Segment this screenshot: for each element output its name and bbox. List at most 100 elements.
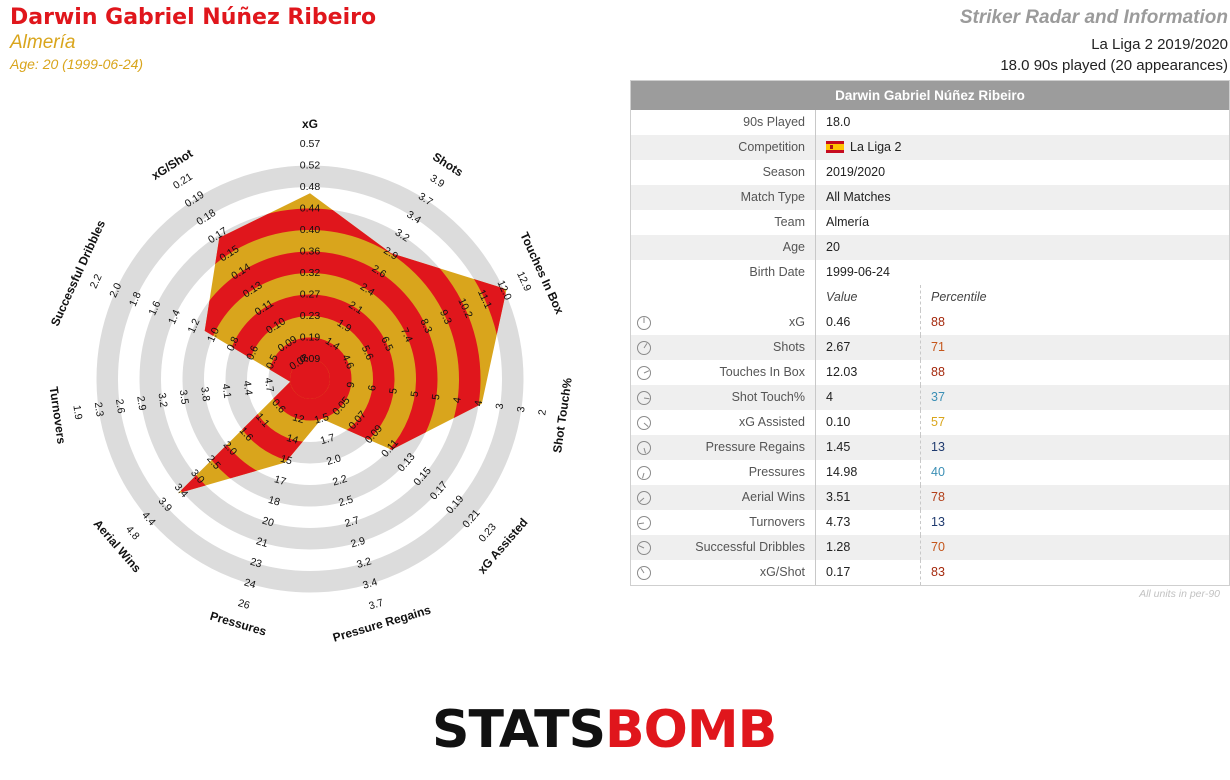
header-right: Striker Radar and Information La Liga 2 … [960, 6, 1228, 76]
gauge-icon [637, 365, 651, 380]
radar-tick-label: 4 [451, 396, 464, 404]
metric-row: Shots 2.67 71 [631, 335, 1229, 360]
radar-tick-label: 1.0 [205, 326, 222, 344]
metric-label: Turnovers [657, 510, 816, 535]
info-label: Age [657, 235, 816, 260]
metric-label: Touches In Box [657, 360, 816, 385]
metric-value: 3.51 [816, 485, 921, 510]
info-rows: 90s Played 18.0 Competition La Liga 2 Season… [631, 110, 1229, 285]
played-line: 18.0 90s played (20 appearances) [1000, 57, 1228, 74]
logo-part-bomb: BOMB [605, 700, 777, 760]
radar-tick-label: 0.8 [225, 335, 242, 353]
radar-tick-label: 15 [279, 453, 294, 468]
radar-tick-label: 2.3 [92, 401, 106, 417]
radar-tick-label: 0.27 [300, 289, 321, 301]
radar-tick-label: 4.4 [241, 380, 255, 396]
info-label: Competition [657, 135, 816, 160]
units-footnote: All units in per-90 [1139, 588, 1220, 600]
radar-tick-label: 0.6 [244, 344, 261, 362]
gauge-icon [637, 340, 651, 355]
radar-tick-label: 4.1 [219, 383, 233, 399]
radar-tick-label: 1.9 [70, 404, 84, 420]
league-season: La Liga 2 2019/2020 [1091, 36, 1228, 53]
metric-label: xG Assisted [657, 410, 816, 435]
radar-tick-label: 9 [345, 381, 358, 389]
metric-label: Pressures [657, 460, 816, 485]
metric-label: Pressure Regains [657, 435, 816, 460]
metric-value: 14.98 [816, 460, 921, 485]
gauge-icon [637, 565, 651, 580]
radar-tick-label: 1.7 [319, 432, 337, 448]
radar-tick-label: 0.57 [300, 138, 321, 150]
value-header: Value [816, 285, 921, 310]
radar-tick-label: 2.0 [107, 281, 124, 299]
radar-tick-label: 2.5 [337, 493, 355, 509]
metric-value: 4 [816, 385, 921, 410]
metric-value: 0.10 [816, 410, 921, 435]
gauge-icon [637, 440, 651, 455]
metric-value: 4.73 [816, 510, 921, 535]
radar-tick-label: 14 [285, 432, 300, 447]
radar-ring [96, 165, 524, 593]
age-line: Age: 20 (1999-06-24) [10, 56, 144, 72]
info-label: Match Type [657, 185, 816, 210]
metric-row: Aerial Wins 3.51 78 [631, 485, 1229, 510]
metric-label: xG/Shot [657, 560, 816, 585]
info-value: 20 [826, 240, 840, 254]
radar-tick-label: 2.7 [343, 514, 361, 530]
metric-rows: xG 0.46 88 Shots 2.67 71 Touches In Box 12.03 88… [631, 310, 1229, 585]
metric-label: Aerial Wins [657, 485, 816, 510]
gauge-icon [637, 515, 651, 530]
radar-tick-label: 8.3 [418, 317, 435, 335]
info-label: 90s Played [657, 110, 816, 135]
radar-tick-label: 3.9 [428, 172, 447, 190]
info-row: 90s Played 18.0 [631, 110, 1229, 135]
radar-tick-label: 5 [409, 390, 422, 398]
radar-tick-label: 0.48 [300, 181, 321, 193]
radar-tick-label: 1.4 [166, 308, 183, 326]
info-value: All Matches [826, 190, 891, 204]
gauge-icon [637, 540, 651, 555]
metric-value: 12.03 [816, 360, 921, 385]
radar-tick-label: 3.2 [355, 555, 373, 571]
metric-percentile: 83 [931, 565, 945, 579]
radar-tick-label: 26 [236, 597, 251, 612]
radar-axis-label: xG Assisted [475, 515, 531, 576]
metric-value: 0.46 [816, 310, 921, 335]
radar-tick-label: 0.36 [300, 246, 321, 258]
metric-percentile: 13 [931, 440, 945, 454]
radar-tick-label: 1.6 [146, 299, 163, 317]
radar-tick-label: 5 [430, 393, 443, 401]
radar-title: Striker Radar and Information [959, 7, 1228, 28]
radar-tick-label: 1.8 [127, 290, 144, 308]
radar-tick-label: 2.6 [113, 398, 127, 414]
radar-tick-label: 3.8 [198, 386, 212, 402]
metric-label: Shots [657, 335, 816, 360]
info-label: Season [657, 160, 816, 185]
radar-tick-label: 12.9 [514, 270, 533, 294]
metric-row: Turnovers 4.73 13 [631, 510, 1229, 535]
info-row: Match Type All Matches [631, 185, 1229, 210]
radar-tick-label: 21 [255, 535, 270, 550]
radar-tick-label: 2.2 [88, 272, 105, 290]
radar-tick-label: 2.9 [134, 395, 148, 411]
logo-part-stats: STATS [432, 700, 606, 760]
radar-tick-label: 3.2 [156, 392, 170, 408]
radar-tick-label: 5.6 [359, 344, 376, 362]
info-table: Darwin Gabriel Núñez Ribeiro 90s Played 1… [630, 80, 1230, 586]
info-value: La Liga 2 [816, 135, 1126, 160]
radar-tick-label: 7.4 [398, 326, 415, 344]
team-name: Almería [10, 32, 76, 53]
metric-percentile: 88 [931, 315, 945, 329]
info-row: Season 2019/2020 [631, 160, 1229, 185]
radar-tick-label: 6 [366, 384, 379, 392]
radar-tick-label: 3 [494, 402, 507, 410]
info-row: Competition La Liga 2 [631, 135, 1229, 160]
radar-tick-label: 0.5 [264, 353, 281, 371]
radar-tick-label: 2.0 [325, 452, 343, 468]
radar-tick-label: 3.5 [177, 389, 191, 405]
radar-tick-label: 4.7 [262, 377, 276, 393]
metric-percentile: 40 [931, 465, 945, 479]
metric-header-row: Value Percentile [631, 285, 1229, 310]
gauge-icon [637, 315, 651, 330]
